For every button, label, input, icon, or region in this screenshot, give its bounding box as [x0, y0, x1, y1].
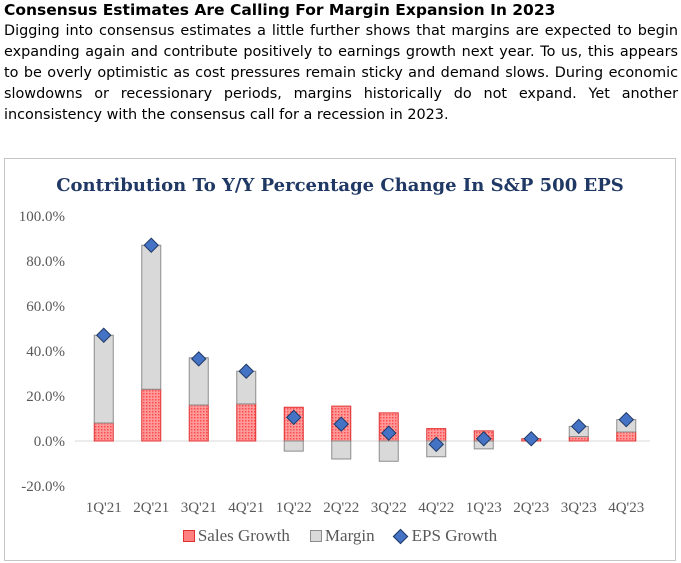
- bar-margin: [141, 244, 162, 390]
- legend-label-margin: Margin: [324, 526, 375, 545]
- x-tick-label: 1Q'23: [466, 500, 502, 516]
- chart-container: Contribution To Y/Y Percentage Change In…: [4, 158, 676, 561]
- bar-sales-growth: [141, 388, 162, 442]
- marker-eps-growth: [618, 411, 635, 428]
- marker-eps-growth: [380, 425, 397, 441]
- legend-label-sales: Sales Growth: [197, 526, 290, 545]
- legend-swatch-sales: [182, 530, 195, 542]
- y-tick-label: 0.0%: [34, 434, 65, 450]
- marker-eps-growth: [428, 436, 445, 453]
- marker-eps-growth: [285, 409, 302, 426]
- chart-plot: 100.0% 80.0% 60.0% 40.0% 20.0% 0.0% -20.0% 1Q'2…: [19, 209, 650, 516]
- marker-eps-growth: [475, 430, 492, 447]
- bar-margin: [283, 440, 304, 452]
- bar-margin: [93, 334, 114, 424]
- y-tick-label: -20.0%: [21, 479, 65, 495]
- marker-eps-growth: [333, 416, 350, 432]
- bar-sales-growth: [616, 431, 637, 442]
- x-tick-label: 1Q'22: [276, 500, 312, 516]
- y-tick-label: 80.0%: [26, 254, 65, 270]
- legend-item-eps: EPS Growth: [392, 526, 498, 546]
- legend-label-eps: EPS Growth: [411, 526, 498, 545]
- marker-eps-growth: [95, 327, 112, 344]
- bar-sales-growth: [568, 436, 589, 442]
- x-tick-label: 4Q'22: [418, 500, 454, 516]
- bar-sales-growth: [236, 403, 257, 442]
- legend-swatch-eps: [392, 528, 408, 544]
- bar-margin: [378, 440, 399, 462]
- legend-item-margin: Margin: [309, 526, 375, 546]
- x-tick-label: 2Q'22: [323, 500, 359, 516]
- chart-legend: Sales Growth Margin EPS Growth: [5, 526, 675, 546]
- article: Consensus Estimates Are Calling For Marg…: [4, 0, 678, 126]
- chart-title: Contribution To Y/Y Percentage Change In…: [56, 175, 624, 196]
- bar-margin: [331, 440, 352, 460]
- bar-sales-growth: [93, 422, 114, 442]
- y-tick-label: 20.0%: [26, 389, 65, 405]
- marker-eps-growth: [143, 237, 160, 254]
- bar-sales-growth: [188, 404, 209, 442]
- marker-eps-growth: [238, 363, 255, 380]
- x-tick-label: 3Q'23: [561, 500, 597, 516]
- x-tick-label: 2Q'21: [133, 500, 169, 516]
- y-tick-label: 100.0%: [19, 209, 65, 225]
- y-tick-label: 60.0%: [26, 299, 65, 315]
- article-headline: Consensus Estimates Are Calling For Marg…: [4, 1, 556, 19]
- article-body: Digging into consensus estimates a littl…: [4, 23, 678, 123]
- marker-eps-growth: [523, 430, 540, 447]
- legend-swatch-margin: [309, 530, 322, 542]
- marker-eps-growth: [190, 351, 207, 367]
- x-tick-label: 4Q'23: [608, 500, 644, 516]
- x-tick-label: 1Q'21: [86, 500, 122, 516]
- x-tick-label: 3Q'22: [371, 500, 407, 516]
- x-tick-label: 2Q'23: [513, 500, 549, 516]
- legend-item-sales: Sales Growth: [182, 526, 290, 546]
- x-tick-label: 4Q'21: [228, 500, 264, 516]
- y-tick-label: 40.0%: [26, 344, 65, 360]
- marker-eps-growth: [570, 418, 587, 435]
- x-tick-label: 3Q'21: [181, 500, 217, 516]
